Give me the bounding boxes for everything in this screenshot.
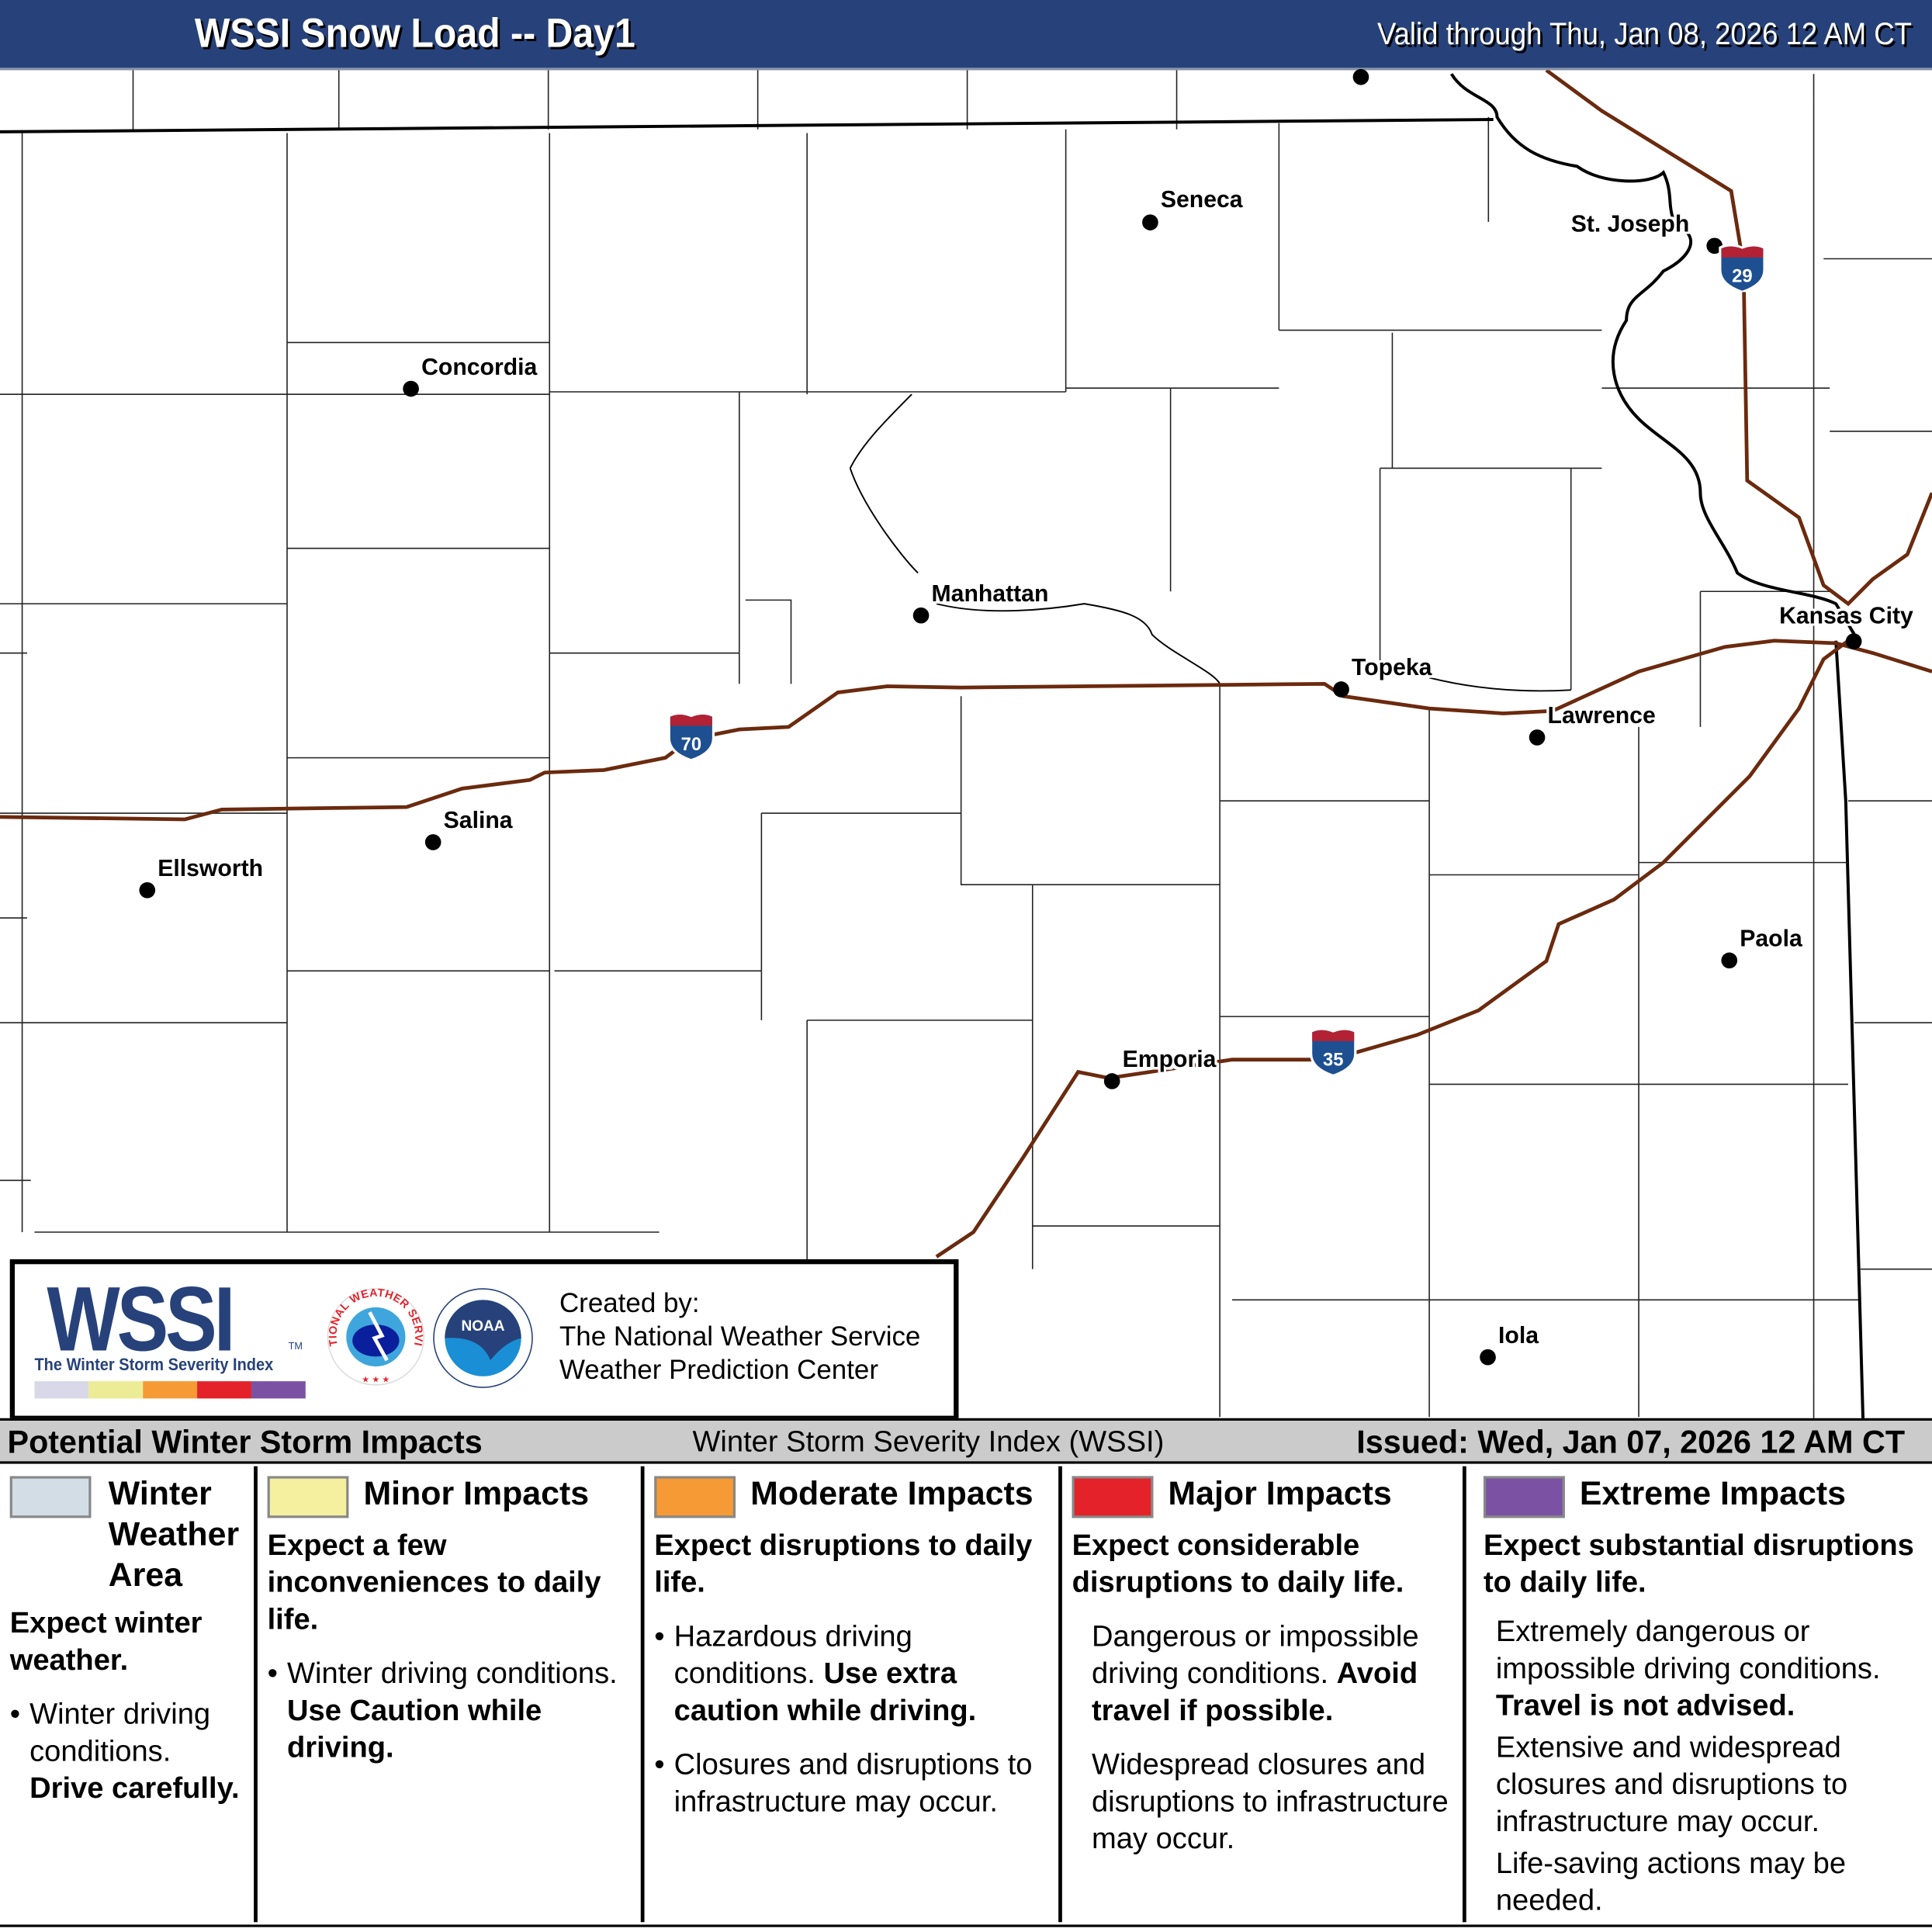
legend-major: Major Impacts Expect considerable disrup… [1062,1464,1463,1923]
divider [1462,1466,1466,1923]
category-name: Major Impacts [1168,1474,1392,1512]
category-name: Winter Weather Area [108,1474,240,1594]
category-name: Extreme Impacts [1579,1474,1847,1512]
legend-index-name: Winter Storm Severity Index (WSSI) [692,1425,1165,1459]
issued-time: Issued: Wed, Jan 07, 2026 12 AM CT [1356,1423,1906,1460]
map-title: WSSI Snow Load -- Day1 [194,9,635,56]
category-detail: Extremely dangerous or impossible drivin… [1495,1615,1881,1723]
category-detail-2: Extensive and widespread closures and di… [1495,1731,1848,1839]
trademark: TM [288,1340,303,1352]
svg-text:70: 70 [681,734,701,755]
wssi-wordmark: WSSI [47,1268,235,1370]
category-summary: Expect winter weather. [9,1606,203,1678]
noaa-logo-icon: NOAA [433,1288,533,1388]
category-detail: • Winter driving conditions. Drive careful… [9,1698,240,1806]
divider [640,1466,645,1923]
category-summary: Expect substantial disruptions to daily … [1483,1529,1914,1600]
map-canvas [0,70,1932,1420]
divider [1058,1466,1062,1923]
interstate-29-shield-icon: 29 [1719,244,1766,293]
svg-text:★ ★ ★: ★ ★ ★ [362,1376,390,1385]
header-bar: WSSI Snow Load -- Day1 Valid through Thu… [0,0,1932,71]
category-detail-3: Life-saving actions may be needed. [1495,1847,1847,1917]
category-detail-2: Widespread closures and disruptions to i… [1091,1748,1449,1856]
i29-road [1545,70,1932,607]
bottom-border [0,1924,1932,1927]
category-detail: Dangerous or impossible driving conditio… [1091,1620,1419,1728]
category-name: Moderate Impacts [750,1474,1034,1512]
swatch [9,1476,92,1518]
created-by-label: Created by: [559,1287,700,1319]
nws-logo-icon: NATIONAL WEATHER SERVICE ★ ★ ★ [325,1286,425,1386]
county-lines [0,70,1932,1420]
legend-minor: Minor Impacts Expect a few inconvenience… [258,1464,641,1923]
svg-text:NOAA: NOAA [461,1318,504,1335]
category-detail: • Winter driving conditions. Use Caution … [267,1657,618,1765]
interstate-70-shield-icon: 70 [667,712,715,760]
valid-time: Valid through Thu, Jan 08, 2026 12 AM CT [1377,17,1913,52]
legend-moderate: Moderate Impacts Expect disruptions to d… [645,1464,1059,1923]
category-detail-2: • Closures and disruptions to infrastruct… [654,1748,1033,1819]
swatch [1072,1476,1154,1518]
wssi-tagline: The Winter Storm Severity Index [34,1354,274,1374]
swatch [654,1476,736,1518]
i35-road [935,639,1850,1259]
legend-title: Potential Winter Storm Impacts [7,1423,483,1460]
credits: Created by: The National Weather Service… [559,1286,920,1387]
category-name: Minor Impacts [363,1474,590,1512]
credit-wpc: Weather Prediction Center [559,1354,879,1385]
category-summary: Expect considerable disruptions to daily… [1072,1529,1404,1600]
category-detail: • Hazardous driving conditions. Use extra… [654,1620,977,1728]
legend-winter-weather: Winter Weather Area Expect winter weathe… [0,1464,254,1923]
interstate-35-shield-icon: 35 [1310,1027,1357,1076]
legend-extreme: Extreme Impacts Expect substantial disru… [1466,1464,1932,1923]
swatch [1483,1476,1565,1518]
category-summary: Expect disruptions to daily life. [654,1529,1033,1600]
legend-header-bar: Potential Winter Storm Impacts Winter St… [0,1418,1932,1464]
svg-text:35: 35 [1323,1050,1343,1071]
i70-road [0,639,1932,822]
credit-nws: The National Weather Service [559,1321,921,1352]
interstates [0,70,1932,1259]
category-summary: Expect a few inconveniences to daily lif… [267,1529,601,1636]
state-borders [0,73,1865,1420]
swatch [267,1476,349,1518]
divider [254,1466,258,1923]
wssi-color-bar [34,1381,306,1399]
logo-panel: WSSI TM The Winter Storm Severity Index … [9,1259,959,1421]
svg-text:29: 29 [1732,266,1753,287]
